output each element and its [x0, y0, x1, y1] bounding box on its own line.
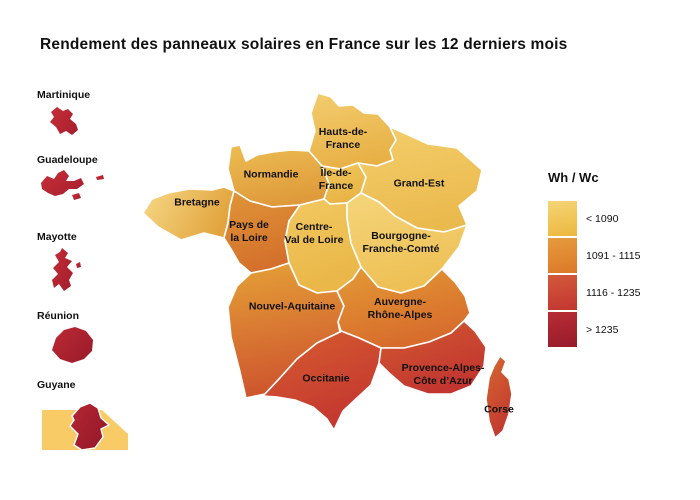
territory-shape-reunion [52, 327, 93, 363]
legend-swatch-lt-1090 [548, 201, 577, 236]
region-label-corse: Corse [484, 403, 514, 416]
region-label-centre-val-de-loire: Centre- Val de Loire [284, 221, 344, 246]
reunion-island [52, 327, 93, 363]
territory-label-mayotte: Mayotte [37, 231, 77, 243]
legend-row: < 1090 [548, 201, 641, 236]
mayotte-islet [76, 262, 81, 268]
territory-label-guadeloupe: Guadeloupe [37, 154, 98, 166]
martinique-island [50, 107, 78, 135]
region-label-provence-alpes-cote-d-azur: Provence-Alpes- Côte d’Azur [401, 362, 485, 387]
territory-label-guyane: Guyane [37, 379, 76, 391]
legend-swatch-1116-1235 [548, 275, 577, 310]
territory-shape-martinique [50, 107, 78, 135]
guadeloupe-islet-south [72, 193, 81, 200]
region-shape-provence-alpes-cote-d-azur [378, 320, 487, 395]
page-title: Rendement des panneaux solaires en Franc… [40, 36, 568, 53]
legend-swatch-1091-1115 [548, 238, 577, 273]
legend-label-gt-1235: > 1235 [586, 323, 619, 336]
region-label-hauts-de-france: Hauts-de- France [318, 126, 368, 151]
legend-label-lt-1090: < 1090 [586, 212, 619, 225]
region-label-bretagne: Bretagne [174, 196, 220, 209]
territory-label-reunion: Réunion [37, 310, 79, 322]
region-label-ile-de-france: Île-de- France [318, 167, 354, 192]
region-label-nouvelle-aquitaine: Nouvel-Aquitaine [248, 300, 336, 313]
territory-label-martinique: Martinique [37, 89, 91, 101]
region-label-bourgogne-franche-comte: Bourgogne- Franche-Comté [362, 230, 440, 255]
territory-shape-mayotte [52, 248, 81, 291]
territory-shape-guadeloupe [41, 170, 104, 200]
legend-row: 1116 - 1235 [548, 275, 641, 310]
legend-label-1091-1115: 1091 - 1115 [586, 249, 641, 262]
territory-shape-guyane [42, 402, 128, 450]
legend-row: 1091 - 1115 [548, 238, 641, 273]
mayotte-island [52, 248, 73, 291]
region-label-occitanie: Occitanie [302, 372, 350, 385]
region-shape-bretagne [142, 186, 235, 241]
guadeloupe-main-island [41, 170, 84, 196]
legend-title: Wh / Wc [548, 170, 599, 185]
legend-row: > 1235 [548, 312, 641, 347]
region-label-pays-de-la-loire: Pays de la Loire [229, 219, 269, 244]
region-shape-corse [485, 355, 513, 439]
region-label-auvergne-rhone-alpes: Auvergne- Rhône-Alpes [367, 296, 433, 321]
legend: Wh / Wc < 1090 1091 - 1115 1116 - 1235 >… [548, 170, 641, 349]
region-label-grand-est: Grand-Est [393, 177, 445, 190]
guadeloupe-islet-east [96, 175, 104, 180]
guyane-region [69, 402, 110, 450]
legend-label-1116-1235: 1116 - 1235 [586, 286, 641, 299]
region-label-normandie: Normandie [243, 168, 299, 181]
legend-swatch-gt-1235 [548, 312, 577, 347]
